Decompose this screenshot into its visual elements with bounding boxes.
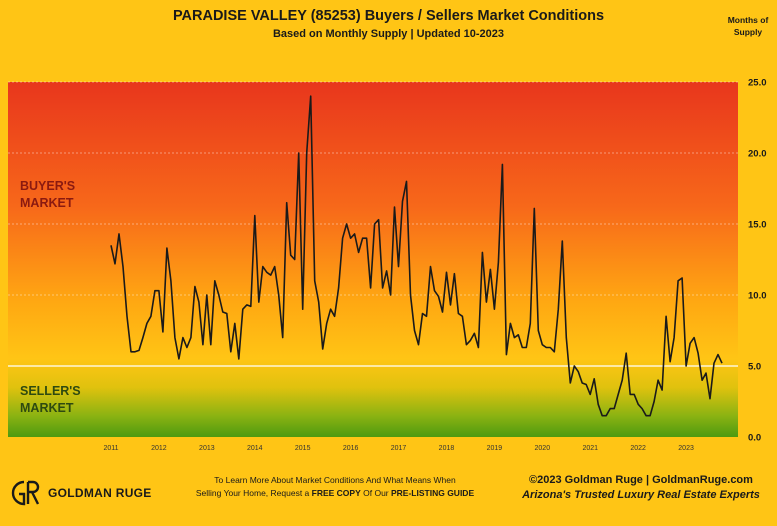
copyright-block: ©2023 Goldman Ruge | GoldmanRuge.com Ari…	[510, 474, 772, 501]
x-tick-label: 2015	[295, 445, 311, 452]
brand-logo: GOLDMAN RUGE	[10, 477, 152, 509]
cta-text: To Learn More About Market Conditions An…	[170, 474, 500, 500]
x-tick-label: 2014	[247, 445, 263, 452]
gridlines	[8, 81, 738, 367]
x-tick-label: 2020	[535, 445, 551, 452]
footer	[0, 466, 777, 526]
y-axis-label: Months of Supply	[727, 15, 769, 37]
y-tick-label: 20.0	[748, 149, 767, 160]
sellers-market-label: SELLER'S MARKET	[20, 384, 81, 415]
x-tick-label: 2021	[582, 445, 598, 452]
x-tick-label: 2019	[487, 445, 503, 452]
y-tick-label: 5.0	[748, 362, 761, 373]
x-tick-label: 2016	[343, 445, 359, 452]
x-tick-label: 2012	[151, 445, 167, 452]
y-tick-label: 10.0	[748, 291, 767, 302]
logo-text: GOLDMAN RUGE	[48, 486, 152, 500]
cta-guide-name: PRE-LISTING GUIDE	[391, 488, 475, 498]
x-tick-label: 2023	[678, 445, 694, 452]
buyers-market-label: BUYER'S MARKET	[20, 179, 76, 210]
chart-title: PARADISE VALLEY (85253) Buyers / Sellers…	[172, 8, 605, 24]
cta-line-1: To Learn More About Market Conditions An…	[214, 475, 456, 485]
cta-line-2: Selling Your Home, Request a FREE COPY O…	[170, 487, 500, 500]
x-tick-label: 2013	[199, 445, 215, 452]
chart-subtitle: Based on Monthly Supply | Updated 10-202…	[272, 28, 505, 40]
x-axis-ticks: 2011 2012 2013 2014 2015 2016 2017 2018 2019 2020…	[103, 445, 693, 452]
x-tick-label: 2017	[391, 445, 407, 452]
y-tick-label: 0.0	[748, 433, 761, 444]
x-tick-label: 2018	[439, 445, 455, 452]
y-tick-label: 25.0	[748, 78, 767, 89]
gr-monogram-icon	[11, 480, 40, 506]
cta-free-copy: FREE COPY	[311, 488, 361, 498]
y-tick-label: 15.0	[748, 220, 767, 231]
series-line	[110, 95, 723, 417]
cta-line-2-mid: Of Our	[360, 488, 391, 498]
x-tick-label: 2022	[630, 445, 646, 452]
y-axis-ticks: 0.0 5.0 10.0 15.0 20.0 25.0	[748, 78, 767, 444]
x-tick-label: 2011	[103, 445, 118, 452]
copyright-text: ©2023 Goldman Ruge | GoldmanRuge.com	[529, 474, 753, 486]
cta-line-2-pre: Selling Your Home, Request a	[195, 488, 312, 498]
tagline-text: Arizona's Trusted Luxury Real Estate Exp…	[522, 489, 760, 501]
